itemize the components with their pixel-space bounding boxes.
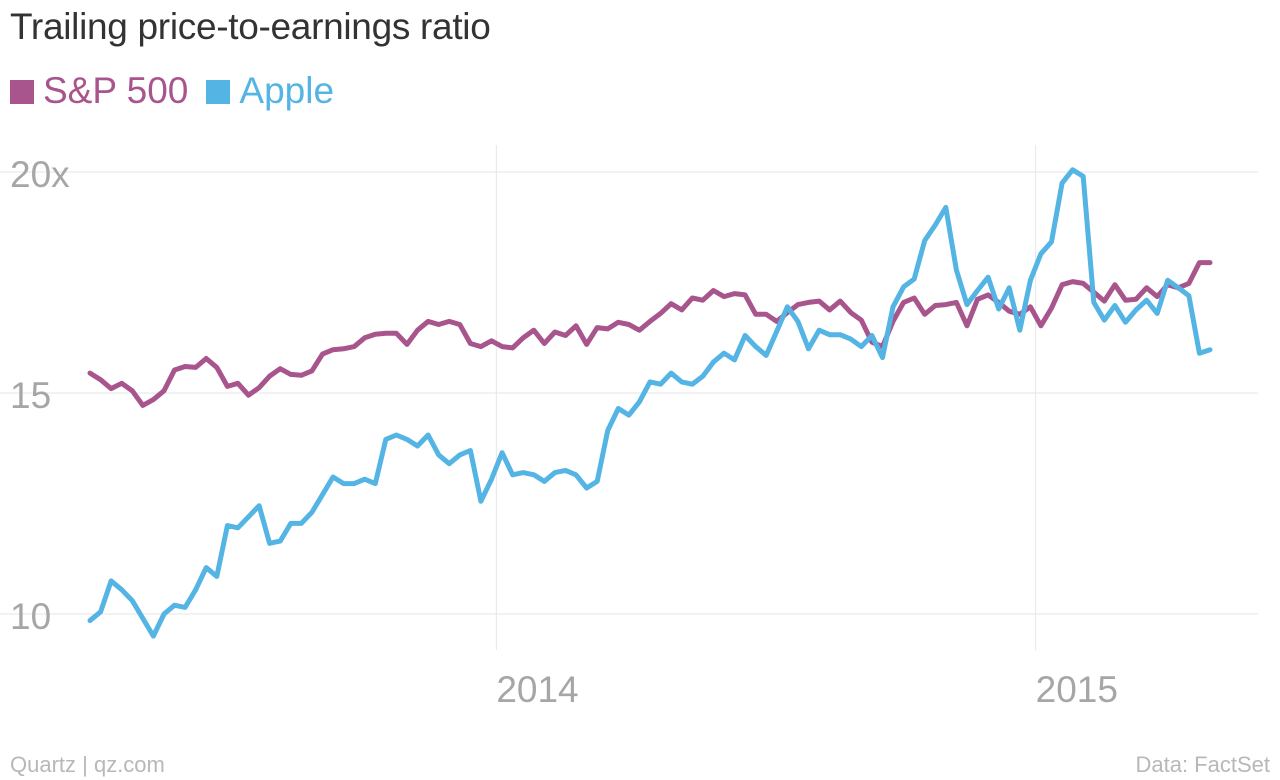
legend-swatch-sp500: [10, 80, 34, 104]
label-layer: 10 15 20x 2014 2015: [10, 154, 1118, 710]
series-layer: [87, 167, 1213, 639]
legend-swatch-apple: [206, 80, 231, 104]
legend-item-sp500: S&P 500: [10, 70, 188, 112]
y-tick-label: 10: [10, 596, 51, 637]
legend: S&P 500 Apple: [10, 70, 352, 112]
y-tick-label: 15: [10, 375, 51, 416]
legend-item-apple: Apple: [206, 70, 334, 112]
series-line-apple: [87, 167, 1213, 639]
legend-label-sp500: S&P 500: [43, 70, 189, 111]
data-source: Data: FactSet: [1135, 752, 1270, 777]
source-credit: Quartz | qz.com: [10, 752, 165, 777]
chart-title: Trailing price-to-earnings ratio: [10, 6, 491, 47]
x-tick-label: 2015: [1036, 669, 1118, 710]
x-tick-label: 2014: [496, 669, 578, 710]
legend-label-apple: Apple: [239, 70, 335, 111]
y-tick-label: 20x: [10, 154, 70, 195]
grid-layer: [0, 145, 1258, 650]
